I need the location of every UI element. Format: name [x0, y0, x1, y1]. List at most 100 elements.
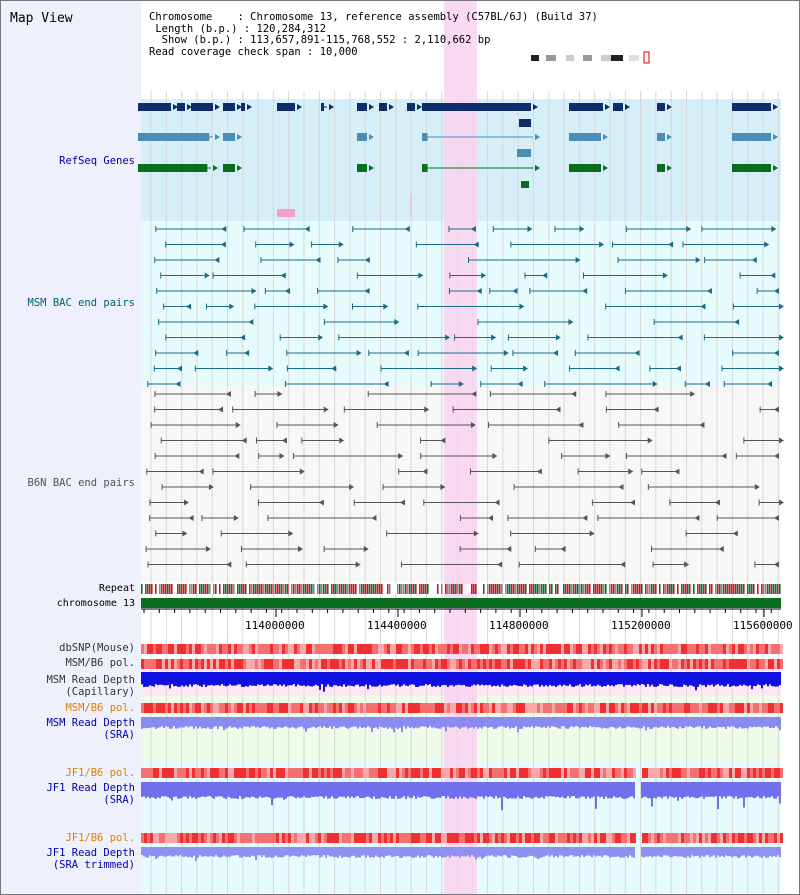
msm-depth-sra-bar [459, 717, 461, 729]
track-label-dbsnp[interactable]: dbSNP(Mouse) [59, 642, 135, 654]
msm-depth-capillary-bar [599, 672, 601, 686]
msm-pol-strip [555, 659, 558, 669]
msm-bac-arrow [323, 303, 329, 310]
track-label-b6n-bac[interactable]: B6N BAC end pairs [27, 477, 135, 489]
jf1-pol-strip [678, 833, 681, 843]
jf1-pol-strip [522, 833, 525, 843]
msm-depth-sra-bar [409, 717, 411, 728]
dbsnp-strip [300, 644, 303, 654]
jf1-pol-strip [618, 768, 621, 778]
msm-pol-strip [342, 703, 345, 713]
repeat-mark [415, 584, 417, 594]
msm-depth-sra-bar [675, 717, 677, 729]
repeat-mark [615, 584, 617, 594]
msm-bac-arrow [383, 381, 389, 387]
msm-depth-capillary-bar [317, 672, 319, 686]
jf1-depth-trimmed-bar [661, 847, 663, 858]
jf1-pol-strip [165, 768, 168, 778]
jf1-pol-strip [300, 833, 303, 843]
jf1-depth-sra-bar [249, 782, 251, 798]
track-label-jf1-pol-1[interactable]: JF1/B6 pol. [65, 767, 135, 779]
msm-depth-capillary-bar [563, 672, 565, 685]
repeat-mark [723, 584, 725, 594]
dbsnp-strip [273, 644, 276, 654]
msm-depth-capillary-bar [377, 672, 379, 687]
b6n-bac-arrow [699, 422, 705, 428]
repeat-mark [621, 584, 623, 594]
msm-pol-strip [636, 659, 639, 669]
msm-depth-capillary-bar [419, 672, 421, 686]
track-label-refseq[interactable]: RefSeq Genes [59, 155, 135, 167]
jf1-pol-strip [489, 833, 492, 843]
refseq-gene-dark-exon [357, 103, 367, 111]
jf1-depth-sra-bar [407, 782, 409, 797]
msm-depth-sra-bar [361, 717, 363, 729]
jf1-pol-strip [399, 833, 402, 843]
msm-depth-sra-bar [519, 717, 521, 729]
refseq-gene-dark-exon [191, 103, 213, 111]
msm-depth-capillary-bar [731, 672, 733, 687]
msm-depth-sra-bar [547, 717, 549, 727]
msm-depth-capillary-bar [141, 672, 143, 685]
jf1-pol-strip [666, 768, 669, 778]
track-label-msm-depth-capillary[interactable]: MSM Read Depth (Capillary) [46, 674, 135, 698]
repeat-mark [719, 584, 721, 594]
dbsnp-strip [324, 644, 327, 654]
jf1-depth-sra-bar [227, 782, 229, 797]
track-label-msm-pol-1[interactable]: MSM/B6 pol. [65, 657, 135, 669]
msm-pol-strip [225, 659, 228, 669]
msm-depth-sra-bar [425, 717, 427, 727]
jf1-depth-trimmed-bar [557, 847, 559, 858]
track-label-repeat[interactable]: Repeat [98, 583, 135, 594]
jf1-pol-strip [174, 768, 177, 778]
repeat-mark [731, 584, 733, 594]
msm-bac-arrow [280, 272, 286, 279]
track-label-jf1-pol-2[interactable]: JF1/B6 pol. [65, 832, 135, 844]
msm-pol-strip [276, 703, 279, 713]
msm-pol-strip [462, 703, 465, 713]
jf1-pol-strip [690, 833, 693, 843]
jf1-pol-strip [492, 768, 495, 778]
msm-depth-sra-bar [689, 717, 691, 727]
msm-bac-arrow [779, 303, 784, 310]
dbsnp-strip [465, 644, 468, 654]
msm-depth-capillary-bar [185, 672, 187, 686]
jf1-depth-trimmed-bar [405, 847, 407, 857]
msm-depth-sra-bar [263, 717, 265, 727]
msm-pol-strip [465, 659, 468, 669]
msm-pol-strip [705, 703, 708, 713]
msm-depth-capillary-bar [757, 672, 759, 685]
msm-pol-strip [573, 659, 576, 669]
jf1-pol-strip [342, 833, 345, 843]
msm-depth-capillary-bar [587, 672, 589, 686]
jf1-pol-strip [345, 768, 348, 778]
track-label-msm-pol-2[interactable]: MSM/B6 pol. [65, 702, 135, 714]
jf1-depth-sra-bar [373, 782, 375, 797]
chromosome-bar [141, 598, 781, 608]
msm-pol-strip [249, 659, 252, 669]
jf1-pol-strip [741, 768, 744, 778]
dbsnp-strip [219, 644, 222, 654]
jf1-depth-sra-bar [305, 782, 307, 798]
dbsnp-strip [759, 644, 762, 654]
jf1-depth-trimmed-bar [681, 847, 683, 857]
jf1-depth-trimmed-bar [183, 847, 185, 858]
jf1-pol-strip [681, 833, 684, 843]
jf1-pol-strip [456, 768, 459, 778]
msm-depth-capillary-bar [381, 672, 383, 687]
track-label-jf1-depth-trimmed[interactable]: JF1 Read Depth (SRA trimmed) [46, 847, 135, 871]
msm-pol-strip [384, 659, 387, 669]
msm-depth-capillary-bar [251, 672, 253, 686]
jf1-pol-strip [474, 833, 477, 843]
jf1-depth-trimmed-bar [151, 847, 153, 857]
jf1-pol-strip [528, 768, 531, 778]
msm-depth-capillary-bar [615, 672, 617, 685]
track-label-msm-bac[interactable]: MSM BAC end pairs [27, 297, 135, 309]
track-label-msm-depth-sra[interactable]: MSM Read Depth (SRA) [46, 717, 135, 741]
msm-pol-strip [648, 703, 651, 713]
msm-depth-sra-bar [755, 717, 757, 727]
track-label-jf1-depth-sra[interactable]: JF1 Read Depth (SRA) [46, 782, 135, 806]
track-label-chromosome[interactable]: chromosome 13 [56, 598, 135, 609]
jf1-depth-trimmed-bar [319, 847, 321, 858]
